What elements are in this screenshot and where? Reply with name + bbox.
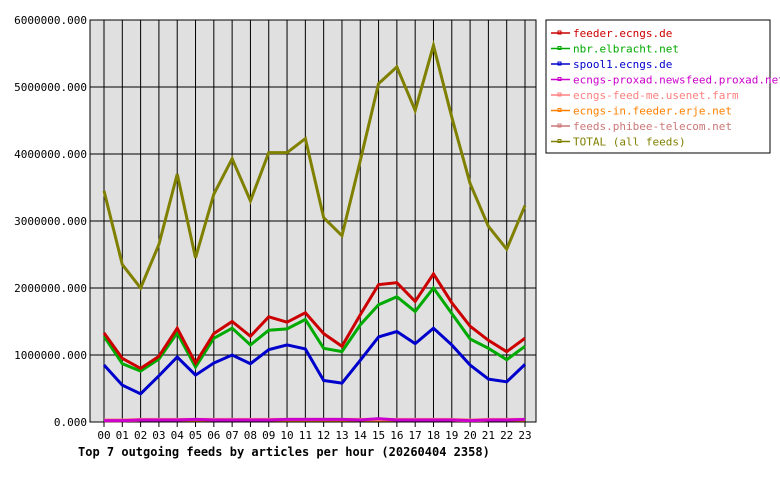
x-tick-label: 15	[372, 429, 385, 442]
x-tick-label: 09	[262, 429, 275, 442]
legend-label: feeder.ecngs.de	[573, 27, 672, 40]
x-tick-label: 18	[427, 429, 440, 442]
legend-marker	[557, 30, 562, 35]
legend-marker	[557, 108, 562, 112]
legend	[545, 19, 771, 154]
x-tick-label: 21	[482, 429, 495, 442]
series-line-1	[102, 285, 526, 373]
y-tick-label: 2000000.000	[14, 282, 87, 295]
x-tick-label: 14	[354, 429, 368, 442]
legend-marker	[557, 61, 562, 66]
legend-marker	[557, 139, 562, 143]
x-tick-label: 11	[299, 429, 312, 442]
x-tick-label: 05	[189, 429, 202, 442]
series-line-2	[102, 326, 527, 396]
series-line-0	[102, 271, 526, 371]
x-tick-label: 12	[317, 429, 330, 442]
x-tick-label: 03	[152, 429, 165, 442]
series-line-3	[104, 417, 526, 423]
legend-label: ecngs-feed-me.usenet.farm	[573, 89, 739, 102]
y-tick-label: 5000000.000	[14, 81, 87, 94]
legend-marker	[557, 46, 562, 50]
x-tick-label: 06	[207, 429, 220, 442]
legend-label: feeds.phibee-telecom.net	[573, 120, 732, 133]
legend-marker	[557, 77, 562, 81]
x-tick-label: 19	[445, 429, 458, 442]
x-tick-label: 13	[335, 429, 348, 442]
x-tick-label: 01	[116, 429, 129, 442]
x-tick-label: 16	[390, 429, 403, 442]
legend-marker	[557, 123, 562, 128]
legend-label: nbr.elbracht.net	[573, 43, 679, 56]
legend-label: ecngs-proxad.newsfeed.proxad.net	[573, 74, 780, 87]
x-tick-label: 08	[244, 429, 257, 442]
x-tick-label: 23	[518, 429, 531, 442]
x-tick-label: 20	[463, 429, 476, 442]
x-tick-label: 04	[171, 429, 185, 442]
legend-marker	[557, 92, 562, 97]
y-tick-label: 4000000.000	[14, 148, 87, 161]
x-tick-label: 17	[409, 429, 422, 442]
legend-label: ecngs-in.feeder.erje.net	[573, 105, 732, 118]
x-tick-label: 02	[134, 429, 147, 442]
y-tick-label: 0.000	[54, 416, 87, 429]
x-tick-label: 22	[500, 429, 513, 442]
legend-label: spool1.ecngs.de	[573, 58, 672, 71]
legend-label: TOTAL (all feeds)	[573, 136, 686, 149]
series-line-7	[102, 39, 527, 291]
x-tick-label: 07	[226, 429, 239, 442]
y-tick-label: 6000000.000	[14, 14, 87, 27]
chart-title: Top 7 outgoing feeds by articles per hou…	[78, 445, 490, 459]
x-tick-label: 00	[97, 429, 110, 442]
y-tick-label: 1000000.000	[14, 349, 87, 362]
x-tick-label: 10	[280, 429, 293, 442]
y-tick-label: 3000000.000	[14, 215, 87, 228]
